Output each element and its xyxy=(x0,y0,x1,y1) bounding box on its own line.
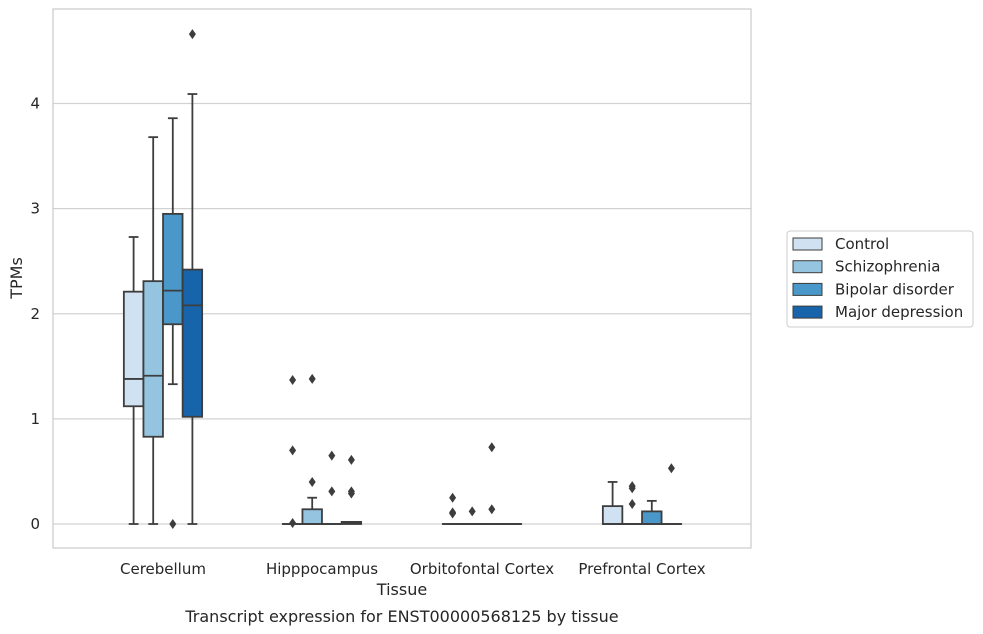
outlier-point xyxy=(289,374,297,385)
x-tick-labels: Cerebellum Hipppocampus Orbitofontal Corte… xyxy=(120,560,706,578)
x-tick-label-cerebellum: Cerebellum xyxy=(120,560,206,578)
outlier-point xyxy=(449,492,457,503)
outlier-point xyxy=(628,499,636,510)
box-major-depression-0 xyxy=(181,29,204,525)
y-tick-label-4: 4 xyxy=(30,95,40,113)
legend: Control Schizophrenia Bipolar disorder Majo… xyxy=(786,230,974,328)
outlier-point xyxy=(289,445,297,456)
box-iqr xyxy=(301,508,323,525)
y-tick-label-3: 3 xyxy=(30,200,40,218)
x-tick-label-orbitofontal-cortex: Orbitofontal Cortex xyxy=(410,560,554,578)
legend-label-control: Control xyxy=(835,235,889,253)
box-bipolar-disorder-2 xyxy=(481,442,503,525)
y-axis-title: TPMs xyxy=(7,257,26,300)
legend-label-major-depression: Major depression xyxy=(835,303,963,321)
box-control-3 xyxy=(601,481,624,525)
box-iqr xyxy=(641,510,663,525)
outlier-point xyxy=(328,486,336,497)
box-bipolar-disorder-1 xyxy=(321,450,343,525)
box-schizophrenia-0 xyxy=(142,136,164,525)
y-tick-label-0: 0 xyxy=(30,515,40,533)
outlier-point xyxy=(347,454,355,465)
x-tick-label-prefrontal-cortex: Prefrontal Cortex xyxy=(578,560,705,578)
outlier-point xyxy=(628,483,636,494)
box-control-0 xyxy=(122,236,145,525)
legend-label-schizophrenia: Schizophrenia xyxy=(835,258,940,276)
box-iqr xyxy=(601,505,624,525)
box-major-depression-3 xyxy=(660,463,683,525)
legend-swatch-schizophrenia xyxy=(792,260,823,274)
box-iqr xyxy=(142,280,164,438)
legend-swatch-bipolar-disorder xyxy=(792,282,823,296)
outlier-point xyxy=(308,373,316,384)
outlier-point xyxy=(488,442,496,453)
boxes xyxy=(122,29,683,529)
x-tick-label-hipppocampus: Hipppocampus xyxy=(266,560,378,578)
legend-frame xyxy=(786,230,974,328)
box-iqr xyxy=(122,290,145,408)
box-schizophrenia-1 xyxy=(301,373,323,525)
box-control-1 xyxy=(281,374,304,528)
y-tick-labels: 0 1 2 3 4 xyxy=(30,95,40,534)
outlier-point xyxy=(308,476,316,487)
y-tick-label-1: 1 xyxy=(30,410,40,428)
x-axis-title: Tissue xyxy=(376,580,427,599)
outlier-point xyxy=(449,508,457,519)
outlier-point xyxy=(169,519,177,529)
box-major-depression-1 xyxy=(340,454,363,525)
outlier-point xyxy=(289,517,297,528)
outlier-point xyxy=(328,450,336,461)
outlier-point xyxy=(468,506,476,517)
outlier-point xyxy=(347,488,355,499)
box-schizophrenia-3 xyxy=(621,481,643,525)
chart-caption: Transcript expression for ENST0000056812… xyxy=(184,607,618,626)
box-iqr xyxy=(162,212,184,326)
legend-swatch-control xyxy=(792,237,823,251)
plot-frame xyxy=(52,8,752,549)
box-bipolar-disorder-3 xyxy=(641,499,663,525)
legend-swatch-major-depression xyxy=(792,305,823,319)
outlier-point xyxy=(667,463,675,474)
y-tick-label-2: 2 xyxy=(30,305,40,323)
box-iqr xyxy=(181,268,204,418)
outlier-point xyxy=(188,29,196,40)
legend-label-bipolar-disorder: Bipolar disorder xyxy=(835,280,955,298)
outlier-point xyxy=(488,504,496,515)
